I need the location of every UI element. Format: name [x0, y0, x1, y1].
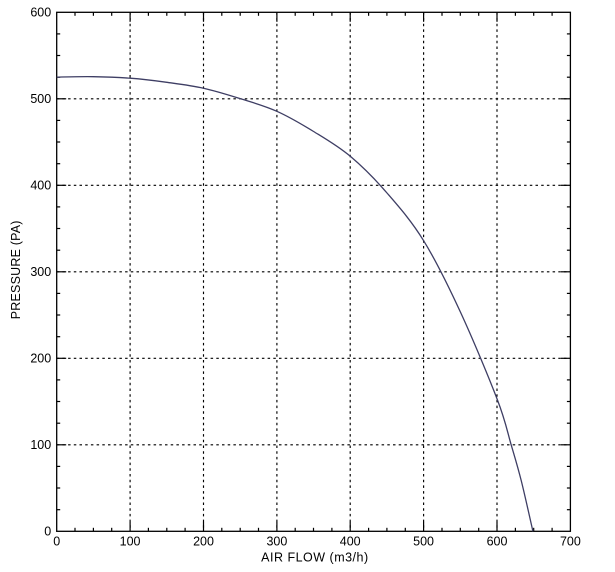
- svg-text:0: 0: [44, 525, 51, 539]
- svg-text:100: 100: [120, 535, 141, 549]
- svg-text:300: 300: [30, 265, 51, 279]
- svg-text:AIR FLOW (m3/h): AIR FLOW (m3/h): [261, 550, 369, 564]
- svg-text:600: 600: [487, 535, 508, 549]
- svg-text:400: 400: [30, 179, 51, 193]
- svg-text:400: 400: [340, 535, 361, 549]
- svg-text:200: 200: [30, 352, 51, 366]
- svg-text:600: 600: [30, 6, 51, 20]
- svg-text:100: 100: [30, 438, 51, 452]
- svg-text:500: 500: [413, 535, 434, 549]
- svg-text:500: 500: [30, 92, 51, 106]
- svg-text:0: 0: [53, 535, 60, 549]
- svg-text:300: 300: [266, 535, 287, 549]
- svg-text:700: 700: [560, 535, 581, 549]
- svg-text:PRESSURE (PA): PRESSURE (PA): [9, 220, 23, 319]
- svg-text:200: 200: [193, 535, 214, 549]
